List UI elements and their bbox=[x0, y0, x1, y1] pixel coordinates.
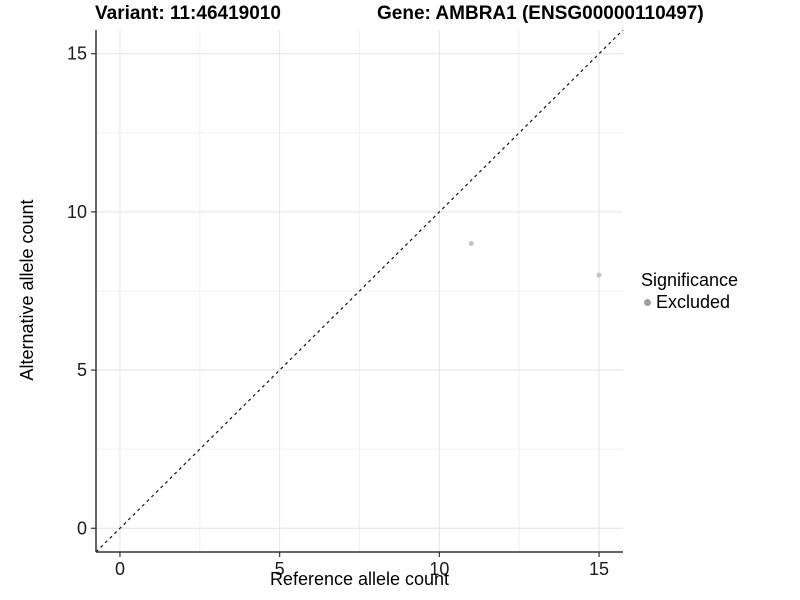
y-tick-label: 10 bbox=[67, 202, 87, 222]
legend: Significance Excluded bbox=[641, 270, 738, 312]
plot-title-gene: Gene: AMBRA1 (ENSG00000110497) bbox=[377, 3, 704, 24]
x-tick-label: 15 bbox=[589, 559, 609, 579]
legend-title: Significance bbox=[641, 270, 739, 290]
y-tick-label: 5 bbox=[77, 360, 87, 380]
legend-point-icon bbox=[644, 298, 651, 306]
x-tick-label: 0 bbox=[115, 559, 125, 579]
x-axis-title: Reference allele count bbox=[269, 569, 450, 589]
x-tick-label: 10 bbox=[429, 559, 449, 579]
plot-title-variant: Variant: 11:46419010 bbox=[95, 3, 281, 24]
legend-item-label: Excluded bbox=[656, 292, 731, 312]
legend-item-excluded: Excluded bbox=[641, 292, 738, 312]
data-point bbox=[596, 272, 602, 278]
data-point bbox=[468, 241, 474, 247]
y-tick-label: 0 bbox=[77, 518, 87, 538]
y-tick-label: 15 bbox=[67, 44, 87, 64]
x-tick-label: 5 bbox=[275, 559, 285, 579]
identity-reference-line bbox=[95, 29, 624, 553]
y-axis-title: Alternative allele count bbox=[17, 199, 37, 381]
